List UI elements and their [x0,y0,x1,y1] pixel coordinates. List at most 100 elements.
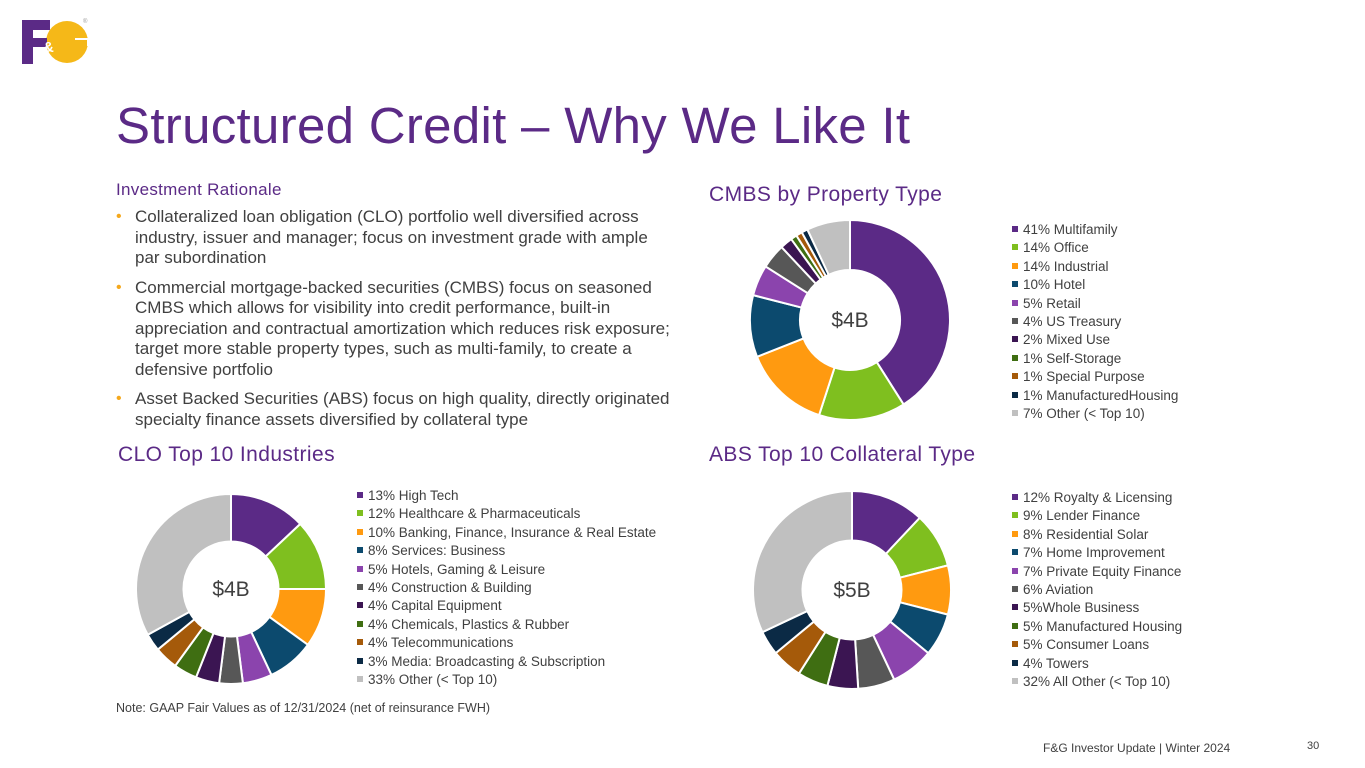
clo-legend-item: 4% Telecommunications [357,634,656,652]
cmbs-legend-item: 2% Mixed Use [1012,331,1178,349]
rationale-heading: Investment Rationale [116,180,282,199]
registered-mark: ® [83,18,88,25]
legend-swatch [1012,373,1018,380]
fg-logo: & ® [20,16,91,68]
cmbs-legend-item: 1% Self-Storage [1012,350,1178,368]
legend-swatch [1012,512,1018,519]
bullet-text: Asset Backed Securities (ABS) focus on h… [135,389,670,429]
legend-label: 4% Telecommunications [368,635,514,651]
legend-swatch [1012,317,1018,324]
legend-swatch [357,675,363,682]
legend-swatch [357,639,363,646]
legend-swatch [1012,677,1018,684]
clo-center-label: $4B [212,578,249,601]
cmbs-legend-item: 1% ManufacturedHousing [1012,387,1178,405]
abs-donut-svg: $5B [752,489,952,690]
legend-label: 4% Capital Equipment [368,598,502,614]
cmbs-legend-item: 4% US Treasury [1012,313,1178,331]
abs-center-label: $5B [833,579,870,602]
legend-label: 3% Media: Broadcasting & Subscription [368,653,606,669]
page-title: Structured Credit – Why We Like It [116,97,911,154]
legend-swatch [1012,226,1018,232]
logo-ampersand: & [43,39,54,56]
legend-swatch [357,510,363,517]
legend-swatch [1012,409,1018,416]
clo-legend-item: 4% Chemicals, Plastics & Rubber [357,616,656,634]
legend-label: 5% Manufactured Housing [1023,618,1183,634]
rationale-bullet: • Collateralized loan obligation (CLO) po… [116,207,676,269]
clo-slice-other-top-10 [135,492,232,637]
legend-swatch [1012,494,1018,500]
legend-label: 9% Lender Finance [1023,508,1141,524]
legend-swatch [357,657,363,664]
clo-legend-item: 4% Construction & Building [357,579,656,597]
clo-donut-svg: $4B [135,492,328,685]
legend-label: 8% Residential Solar [1023,526,1149,542]
cmbs-slice-other-top-10 [806,218,851,277]
legend-label: 41% Multifamily [1023,222,1118,237]
clo-legend-item: 13% High Tech [357,487,656,505]
legend-swatch [1012,354,1018,361]
abs-legend-item: 7% Home Improvement [1012,544,1182,562]
legend-label: 14% Office [1023,240,1089,256]
cmbs-legend-item: 10% Hotel [1012,276,1178,294]
legend-swatch [1012,659,1018,666]
legend-label: 1% Special Purpose [1023,369,1145,385]
bullet-icon: • [116,390,122,407]
legend-label: 13% High Tech [368,488,459,503]
rationale-list: • Collateralized loan obligation (CLO) po… [116,207,676,439]
cmbs-legend: 41% Multifamily 14% Office 14% Industrial 1… [1012,221,1178,423]
rationale-bullet: • Commercial mortgage-backed securities (… [116,278,676,381]
legend-label: 5% Retail [1023,295,1081,311]
legend-swatch [1012,281,1018,288]
legend-label: 10% Hotel [1023,277,1086,293]
footnote: Note: GAAP Fair Values as of 12/31/2024 … [116,701,491,715]
legend-swatch [1012,262,1018,269]
legend-label: 5% Hotels, Gaming & Leisure [368,561,546,577]
legend-label: 32% All Other (< Top 10) [1023,673,1171,689]
legend-label: 7% Private Equity Finance [1023,563,1182,579]
legend-swatch [1012,336,1018,343]
cmbs-legend-item: 41% Multifamily [1012,221,1178,239]
rationale-bullet: • Asset Backed Securities (ABS) focus on … [116,389,676,430]
legend-label: 7% Other (< Top 10) [1023,405,1145,421]
abs-chart-title: ABS Top 10 Collateral Type [709,443,976,466]
clo-legend-item: 33% Other (< Top 10) [357,671,656,689]
footer-text: F&G Investor Update | Winter 2024 [1043,741,1231,755]
legend-swatch [1012,549,1018,556]
abs-legend-item: 9% Lender Finance [1012,507,1182,525]
clo-legend-item: 12% Healthcare & Pharmaceuticals [357,505,656,523]
cmbs-legend-item: 14% Office [1012,239,1178,257]
logo-f-shape [22,20,50,64]
legend-swatch [357,602,363,609]
legend-label: 4% US Treasury [1023,313,1122,329]
legend-label: 2% Mixed Use [1023,332,1111,348]
abs-donut-chart: $5B [752,489,952,690]
legend-label: 14% Industrial [1023,258,1109,274]
cmbs-legend-item: 1% Special Purpose [1012,368,1178,386]
legend-label: 4% Chemicals, Plastics & Rubber [368,616,570,632]
abs-slice-all-other-top-10 [752,489,853,634]
abs-legend: 12% Royalty & Licensing 9% Lender Finance… [1012,489,1182,691]
legend-swatch [1012,622,1018,629]
legend-swatch [1012,244,1018,251]
legend-label: 1% Self-Storage [1023,350,1122,366]
legend-swatch [357,583,363,590]
legend-swatch [1012,604,1018,611]
bullet-icon: • [116,278,122,296]
legend-label: 7% Home Improvement [1023,545,1165,561]
clo-legend: 13% High Tech 12% Healthcare & Pharmaceut… [357,487,656,689]
bullet-text: Commercial mortgage-backed securities (C… [135,277,670,379]
cmbs-legend-item: 7% Other (< Top 10) [1012,405,1178,423]
legend-label: 12% Healthcare & Pharmaceuticals [368,506,581,522]
clo-legend-item: 3% Media: Broadcasting & Subscription [357,653,656,671]
cmbs-donut-chart: $4B [749,218,951,421]
cmbs-legend-item: 5% Retail [1012,295,1178,313]
cmbs-slice-multifamily [849,218,951,406]
legend-label: 6% Aviation [1023,581,1094,597]
legend-swatch [357,528,363,535]
legend-swatch [1012,567,1018,574]
legend-label: 12% Royalty & Licensing [1023,490,1173,505]
abs-legend-item: 8% Residential Solar [1012,526,1182,544]
legend-swatch [1012,641,1018,648]
